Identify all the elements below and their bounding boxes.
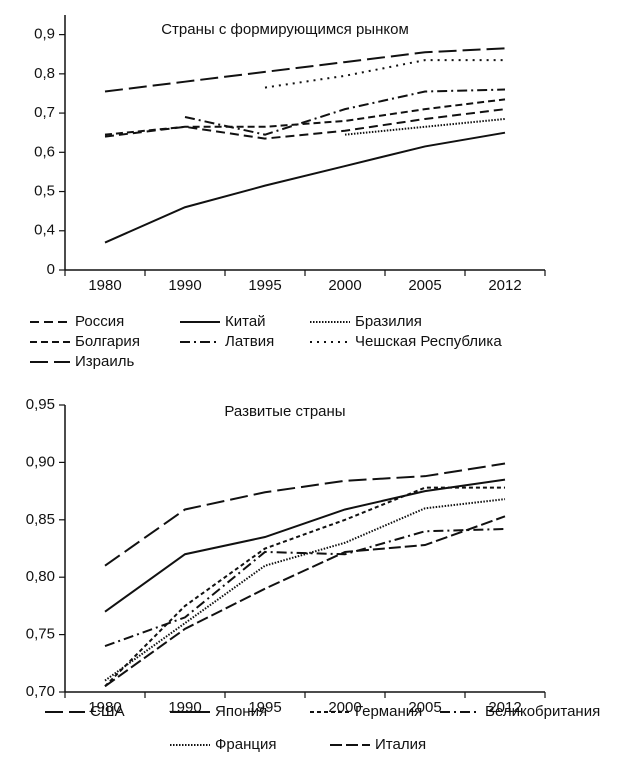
series-line bbox=[104, 131, 506, 244]
series-line bbox=[104, 478, 506, 613]
y-tick-label: 0,90 bbox=[26, 453, 55, 470]
legend-label: Франция bbox=[215, 736, 276, 753]
series-line bbox=[104, 47, 506, 93]
y-tick-label: 0 bbox=[47, 261, 55, 278]
y-tick-label: 0,6 bbox=[34, 143, 55, 160]
x-tick-label: 2012 bbox=[488, 699, 521, 716]
series-line bbox=[104, 498, 506, 682]
legend-label: Китай bbox=[225, 313, 266, 330]
y-tick-label: 0,70 bbox=[26, 683, 55, 700]
y-tick-label: 0,85 bbox=[26, 511, 55, 528]
chart-title: Развитые страны bbox=[224, 403, 345, 420]
legend-label: Германия bbox=[355, 703, 422, 720]
series-line bbox=[104, 515, 506, 688]
legend-label: Бразилия bbox=[355, 313, 422, 330]
series-line bbox=[104, 108, 506, 140]
series-line bbox=[104, 486, 505, 687]
y-tick-label: 0,80 bbox=[26, 568, 55, 585]
x-tick-label: 1980 bbox=[88, 699, 121, 716]
x-tick-label: 2012 bbox=[488, 277, 521, 294]
chart-title: Страны с формирующимся рынком bbox=[161, 21, 409, 38]
series-line bbox=[184, 88, 506, 136]
x-tick-label: 2005 bbox=[408, 699, 441, 716]
legend-label: Япония bbox=[215, 703, 267, 720]
x-tick-label: 1995 bbox=[248, 699, 281, 716]
legend-label: Латвия bbox=[225, 333, 274, 350]
series-line bbox=[104, 462, 506, 567]
series-line bbox=[264, 59, 505, 89]
x-tick-label: 2005 bbox=[408, 277, 441, 294]
series-line bbox=[104, 98, 506, 136]
x-tick-label: 2000 bbox=[328, 699, 361, 716]
legend-label: Израиль bbox=[75, 353, 134, 370]
y-tick-label: 0,5 bbox=[34, 183, 55, 200]
x-tick-label: 1990 bbox=[168, 699, 201, 716]
legend-label: Россия bbox=[75, 313, 124, 330]
legend-label: Италия bbox=[375, 736, 426, 753]
x-tick-label: 2000 bbox=[328, 277, 361, 294]
y-tick-label: 0,7 bbox=[34, 104, 55, 121]
x-tick-label: 1990 bbox=[168, 277, 201, 294]
legend-label: Великобритания bbox=[485, 703, 600, 720]
y-tick-label: 0,75 bbox=[26, 626, 55, 643]
legend-label: США bbox=[90, 703, 125, 720]
series-line bbox=[104, 527, 506, 648]
x-tick-label: 1980 bbox=[88, 277, 121, 294]
legend-label: Чешская Республика bbox=[355, 333, 502, 350]
y-tick-label: 0,95 bbox=[26, 396, 55, 413]
y-tick-label: 0,9 bbox=[34, 26, 55, 43]
legend-label: Болгария bbox=[75, 333, 140, 350]
y-tick-label: 0,8 bbox=[34, 65, 55, 82]
y-tick-label: 0,4 bbox=[34, 222, 55, 239]
x-tick-label: 1995 bbox=[248, 277, 281, 294]
